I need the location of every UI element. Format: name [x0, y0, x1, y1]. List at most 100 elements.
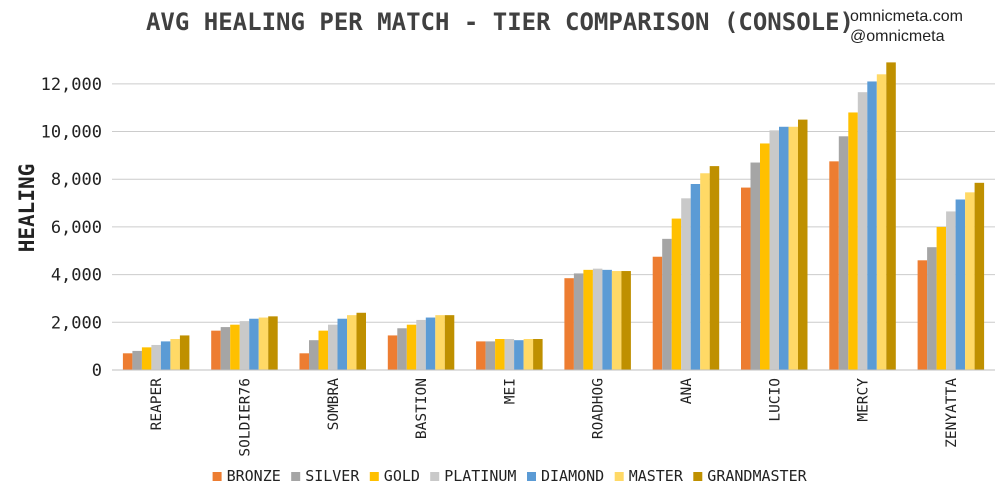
category-label-soldier76: SOLDIER76 [237, 378, 253, 457]
legend-label-bronze: BRONZE [227, 467, 281, 485]
bar-gold-lucio [760, 143, 770, 370]
legend-swatch-grandmaster [693, 472, 703, 481]
bar-diamond-lucio [779, 126, 789, 371]
legend-label-master: MASTER [629, 467, 684, 485]
bar-silver-mei [485, 341, 496, 370]
bar-master-soldier76 [258, 317, 269, 370]
category-labels: REAPER SOLDIER76 SOMBRA BASTION MEI ROADHOG AN… [149, 378, 960, 457]
y-tick-label: 4,000 [51, 266, 102, 286]
bar-silver-sombra [309, 340, 319, 370]
legend-label-platinum: PLATINUM [444, 467, 516, 485]
bar-bronze-roadhog [564, 278, 574, 370]
bar-grandmaster-mei [533, 339, 543, 370]
bar-diamond-mei [514, 340, 524, 370]
bar-diamond-mercy [867, 81, 877, 370]
bar-gold-ana [671, 218, 682, 370]
bar-silver-soldier76 [220, 327, 231, 370]
bar-gold-roadhog [583, 269, 593, 370]
bar-gold-zenyatta [936, 226, 947, 370]
bar-master-ana [700, 173, 710, 370]
bar-platinum-soldier76 [239, 321, 250, 370]
bar-gold-mei [495, 339, 505, 370]
bars [122, 62, 985, 371]
bar-master-roadhog [611, 271, 622, 370]
bar-bronze-mercy [829, 161, 839, 370]
bar-silver-lucio [750, 162, 760, 370]
bar-gold-reaper [141, 347, 152, 370]
legend-swatch-platinum [430, 472, 440, 481]
legend-label-grandmaster: GRANDMASTER [707, 467, 807, 485]
bar-diamond-soldier76 [249, 318, 259, 370]
bar-master-mercy [876, 74, 887, 371]
y-axis-label: HEALING [15, 164, 39, 253]
chart-title: AVG HEALING PER MATCH - TIER COMPARISON … [146, 8, 854, 36]
bar-grandmaster-lucio [798, 119, 808, 370]
bar-diamond-reaper [160, 341, 171, 370]
bar-master-reaper [170, 339, 180, 370]
bar-grandmaster-reaper [179, 335, 190, 370]
bar-gold-sombra [318, 330, 328, 370]
bar-grandmaster-roadhog [621, 271, 631, 370]
bar-master-bastion [435, 315, 445, 370]
category-label-roadhog: ROADHOG [591, 378, 607, 439]
category-label-mei: MEI [502, 378, 518, 404]
bar-grandmaster-soldier76 [268, 316, 278, 370]
bar-grandmaster-zenyatta [974, 182, 985, 370]
bar-master-zenyatta [965, 192, 975, 370]
legend-label-diamond: DIAMOND [541, 467, 604, 485]
legend-swatch-diamond [527, 472, 536, 481]
y-tick-label: 12,000 [41, 75, 102, 95]
bar-gold-soldier76 [230, 324, 240, 370]
bar-silver-roadhog [573, 273, 584, 370]
bar-diamond-zenyatta [955, 199, 966, 370]
legend-swatch-master [614, 472, 624, 481]
category-label-ana: ANA [679, 378, 695, 404]
y-tick-label: 10,000 [41, 123, 102, 143]
bar-platinum-zenyatta [946, 211, 956, 370]
bar-bronze-soldier76 [211, 330, 221, 370]
bar-platinum-lucio [769, 130, 779, 370]
bar-grandmaster-ana [709, 166, 720, 370]
y-tick-labels: 0 2,000 4,000 6,000 8,000 10,000 12,000 [41, 75, 102, 381]
y-tick-label: 0 [92, 361, 102, 381]
bar-grandmaster-mercy [886, 62, 896, 371]
bar-bronze-reaper [122, 353, 133, 370]
bar-platinum-mei [504, 339, 515, 370]
bar-diamond-ana [690, 184, 701, 370]
bar-platinum-roadhog [592, 268, 603, 370]
bar-grandmaster-bastion [444, 315, 455, 370]
bar-bronze-mei [476, 341, 486, 370]
bar-platinum-mercy [857, 92, 868, 370]
bar-bronze-zenyatta [917, 260, 928, 370]
legend-label-gold: GOLD [384, 467, 420, 485]
y-tick-label: 6,000 [51, 218, 102, 238]
category-label-reaper: REAPER [149, 378, 165, 431]
bar-platinum-sombra [328, 324, 338, 370]
legend-label-silver: SILVER [305, 467, 360, 485]
bar-gold-bastion [406, 324, 417, 370]
y-tick-label: 8,000 [51, 170, 102, 190]
legend-swatch-bronze [212, 472, 222, 481]
credit-website: omnicmeta.com [850, 8, 963, 25]
category-label-zenyatta: ZENYATTA [944, 378, 960, 448]
legend-swatch-silver [291, 472, 301, 481]
bar-platinum-ana [681, 198, 691, 370]
bar-master-lucio [788, 126, 798, 371]
bar-silver-zenyatta [927, 247, 937, 370]
bar-bronze-lucio [741, 187, 751, 370]
y-tick-label: 2,000 [51, 313, 102, 333]
bar-platinum-reaper [151, 344, 161, 370]
bar-grandmaster-sombra [356, 312, 366, 370]
bar-silver-reaper [132, 350, 142, 370]
category-label-bastion: BASTION [414, 378, 430, 439]
bar-bronze-bastion [387, 335, 398, 370]
bar-silver-mercy [838, 136, 849, 370]
bar-bronze-ana [652, 256, 663, 370]
credit-handle: @omnicmeta [850, 28, 945, 45]
bar-master-sombra [347, 315, 357, 370]
bar-diamond-roadhog [602, 269, 612, 370]
bar-silver-ana [662, 238, 672, 370]
category-label-mercy: MERCY [856, 378, 872, 422]
bar-diamond-sombra [337, 318, 347, 370]
